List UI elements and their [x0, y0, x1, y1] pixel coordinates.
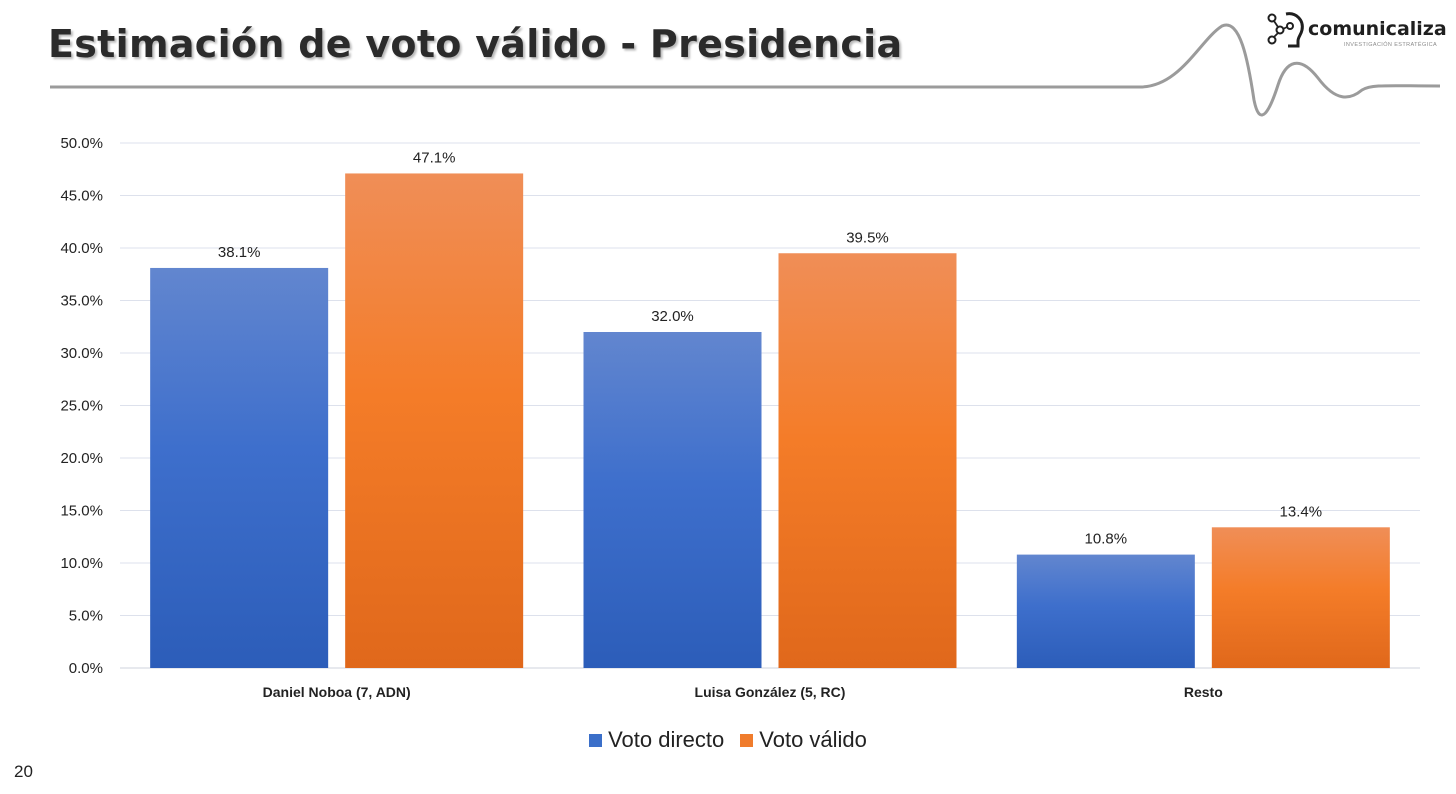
bar-voto-valido [1211, 527, 1390, 668]
bars [150, 173, 1390, 668]
comunicaliza-logo: comunicaliza INVESTIGACIÓN ESTRATÉGICA [1264, 8, 1447, 56]
legend-item-voto-valido: Voto válido [740, 727, 867, 753]
data-label: 10.8% [1085, 531, 1128, 548]
data-labels: 38.1% 47.1% 32.0% 39.5% 10.8% 13.4% [218, 149, 1322, 547]
y-tick-label: 15.0% [60, 503, 103, 520]
bar-voto-valido [345, 173, 524, 668]
logo-wordmark: comunicaliza [1308, 18, 1447, 40]
legend-label: Voto válido [759, 727, 867, 752]
legend-item-voto-directo: Voto directo [589, 727, 724, 753]
y-axis-ticks: 0.0% 5.0% 10.0% 15.0% 20.0% 25.0% 30.0% 35.0% 40… [60, 135, 103, 677]
data-label: 13.4% [1280, 503, 1323, 520]
header-underline-wave [50, 23, 1441, 117]
y-tick-label: 0.0% [69, 660, 103, 677]
x-tick-label: Resto [1184, 684, 1223, 700]
logo-tagline: INVESTIGACIÓN ESTRATÉGICA [1344, 42, 1438, 48]
x-tick-label: Luisa González (5, RC) [695, 684, 846, 700]
y-tick-label: 50.0% [60, 135, 103, 152]
head-network-icon [1267, 12, 1304, 48]
y-tick-label: 45.0% [60, 188, 103, 205]
y-tick-label: 35.0% [60, 293, 103, 310]
y-tick-label: 30.0% [60, 345, 103, 362]
x-axis-ticks: Daniel Noboa (7, ADN) Luisa González (5, … [263, 684, 1223, 700]
y-tick-label: 25.0% [60, 398, 103, 415]
y-tick-label: 20.0% [60, 450, 103, 467]
bar-voto-valido [778, 253, 957, 668]
page-number: 20 [14, 762, 33, 781]
bar-voto-directo [583, 332, 762, 668]
legend-label: Voto directo [608, 727, 725, 752]
chart-legend: Voto directo Voto válido [0, 727, 1456, 753]
legend-swatch-blue [589, 733, 603, 747]
header-decoration [50, 23, 1441, 117]
data-label: 47.1% [413, 149, 456, 166]
data-label: 39.5% [846, 229, 889, 246]
legend-swatch-orange [740, 733, 754, 747]
y-tick-label: 10.0% [60, 555, 103, 572]
bar-chart: 0.0% 5.0% 10.0% 15.0% 20.0% 25.0% 30.0% 35.0% 40… [60, 135, 1420, 700]
y-tick-label: 40.0% [60, 240, 103, 257]
y-tick-label: 5.0% [69, 608, 103, 625]
data-label: 38.1% [218, 244, 261, 261]
data-label: 32.0% [651, 308, 694, 325]
slide-title: Estimación de voto válido - Presidencia [48, 22, 903, 66]
gridlines [120, 142, 1420, 669]
bar-voto-directo [150, 267, 329, 668]
x-tick-label: Daniel Noboa (7, ADN) [263, 684, 411, 700]
bar-voto-directo [1016, 554, 1195, 668]
